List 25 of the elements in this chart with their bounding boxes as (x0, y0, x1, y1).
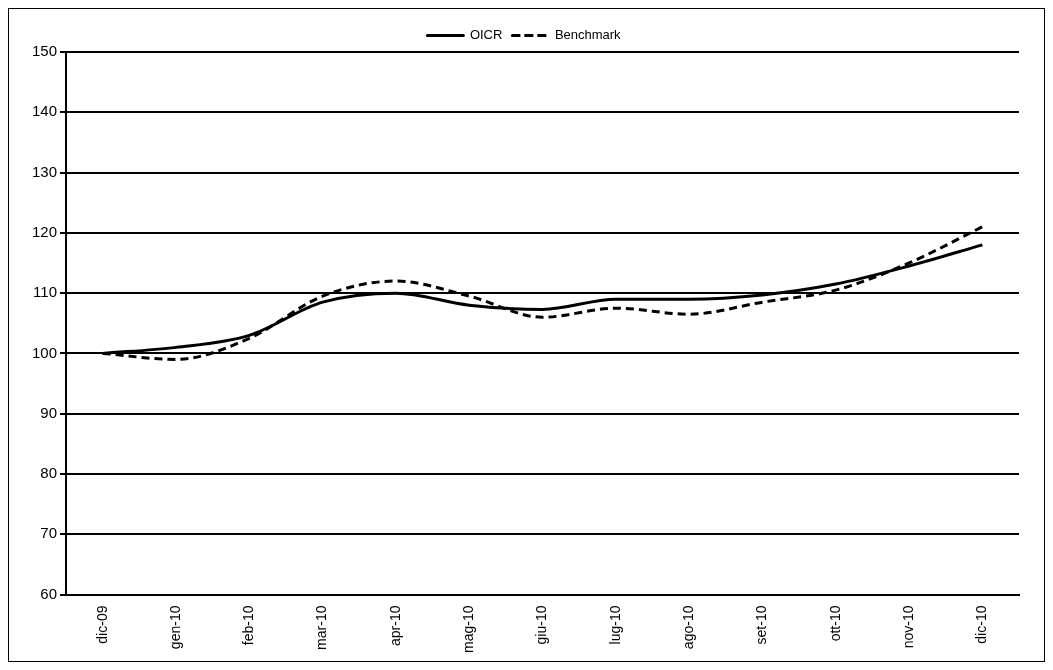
y-tick-label: 110 (33, 283, 58, 301)
x-tick-label: dic-10 (973, 605, 990, 644)
x-tick-label: ott-10 (826, 605, 843, 642)
x-tick-label: set-10 (753, 605, 770, 645)
x-tick-label: dic-09 (93, 605, 110, 644)
y-tick-label: 120 (32, 222, 58, 240)
y-tick-label: 60 (40, 584, 58, 602)
x-tick-label: nov-10 (899, 605, 916, 649)
y-tick-label: 100 (32, 343, 58, 361)
x-tick-label: gen-10 (166, 605, 183, 650)
x-tick-label: giu-10 (533, 605, 550, 645)
y-tick-label: 140 (32, 102, 58, 120)
legend-label: OICR (469, 27, 503, 43)
y-tick-label: 150 (32, 42, 58, 60)
x-tick-label: lug-10 (606, 605, 623, 645)
x-tick-label: feb-10 (240, 605, 257, 646)
x-tick-label: apr-10 (386, 605, 403, 646)
y-tick-label: 70 (40, 524, 58, 542)
x-tick-label: mar-10 (313, 605, 330, 650)
y-tick-label: 130 (32, 162, 58, 180)
x-tick-label: ago-10 (679, 605, 696, 650)
y-tick-label: 80 (40, 464, 58, 482)
x-tick-label: mag-10 (460, 605, 477, 653)
legend-label: Benchmark (554, 27, 622, 43)
y-tick-label: 90 (40, 403, 58, 421)
